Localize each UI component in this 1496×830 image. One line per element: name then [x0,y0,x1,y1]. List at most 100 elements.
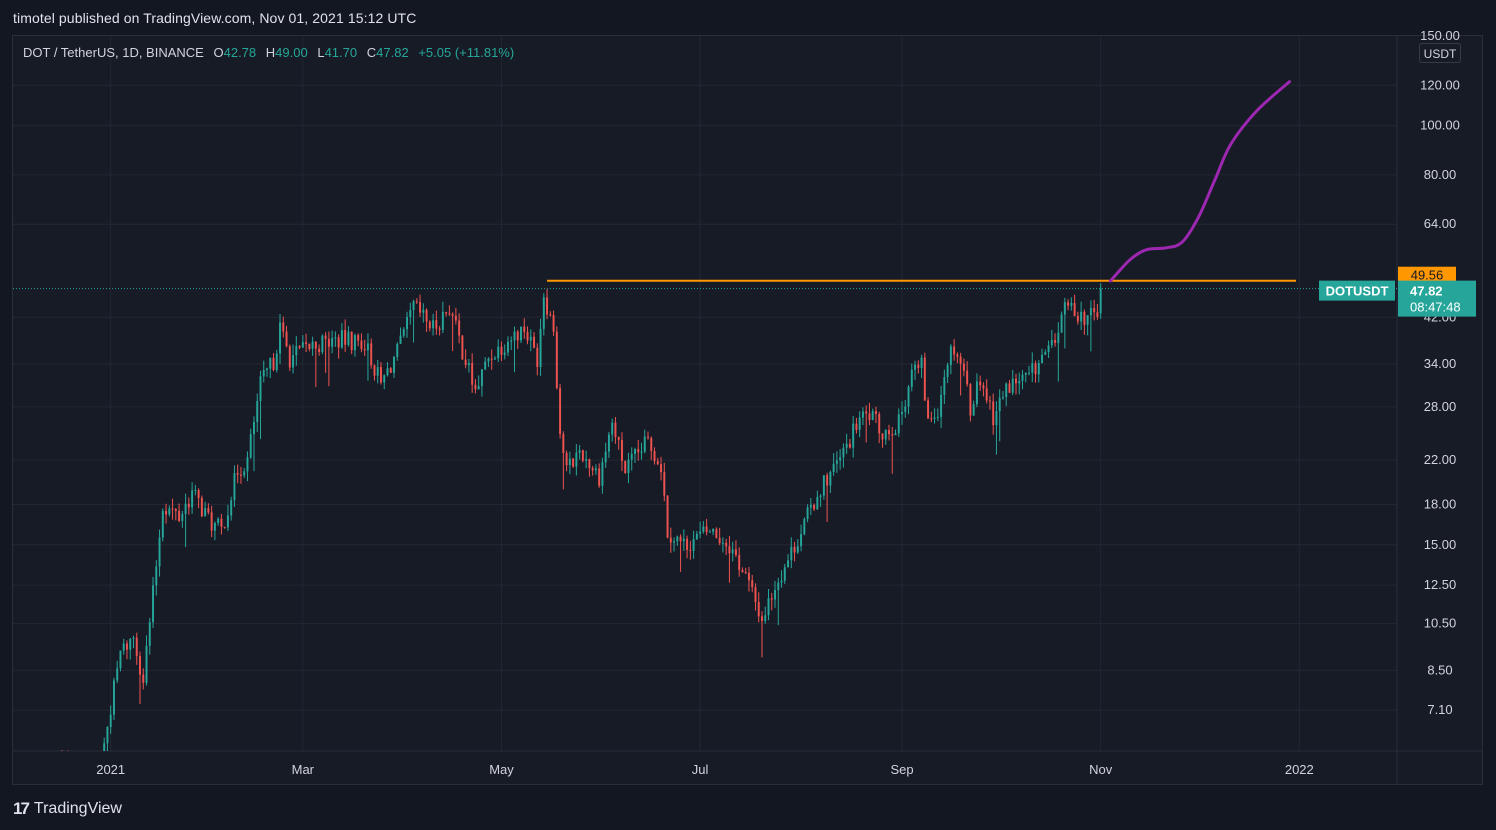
candle-up [184,493,187,548]
candle-body [884,429,887,440]
candle-up [295,336,298,366]
candle-down [139,651,141,704]
candle-down [435,310,438,335]
candle-up [340,322,343,350]
candle-up [940,386,943,429]
candle-body [490,358,493,360]
legend-open-label: O [213,45,224,60]
candle-down [448,305,451,316]
candle-body [949,346,952,366]
candle-down [1034,360,1037,383]
candle-down [324,332,327,373]
candle-down [979,375,982,392]
candle-down [679,534,682,572]
candle-down [282,316,285,338]
candle-up [243,467,246,478]
candle-down [1054,333,1057,347]
candle-body [191,490,194,508]
candle-up [116,660,119,684]
candle-body [340,330,343,348]
tradingview-brand: TradingView [33,800,122,817]
candle-body [249,434,252,458]
candle-down [953,339,956,361]
tradingview-logo[interactable]: 17 TradingView [13,799,122,819]
candle-up [972,400,975,416]
candle-body [982,385,985,389]
candle-body [393,357,395,373]
candle-body [373,365,376,376]
candle-up [1018,372,1021,395]
candle-down [826,472,829,522]
candle-body [607,434,610,452]
candle-body [200,497,203,517]
candle-body [643,436,646,452]
candle-body [861,411,864,418]
candle-down [77,778,79,789]
candle-up [503,344,506,360]
candle-body [754,587,757,603]
candle-down [318,344,321,356]
candle-body [1044,352,1047,355]
y-tick-label: 7.10 [1427,702,1452,717]
candle-body [803,519,806,535]
legend-close-value: 47.82 [376,45,409,60]
symbol-legend: DOT / TetherUS, 1D, BINANCE O42.78 H49.0… [23,45,514,60]
candle-body [422,309,425,313]
candle-down [565,450,568,472]
candle-down [445,311,448,317]
legend-symbol[interactable]: DOT / TetherUS, 1D, BINANCE [23,45,204,60]
candle-down [58,755,60,771]
candle-body [620,439,623,461]
candle-down [744,567,747,575]
candle-body [533,336,536,348]
candle-body [985,388,988,401]
candle-body [747,572,750,581]
candle-down [686,535,689,559]
candle-up [611,418,614,442]
currency-button[interactable]: USDT [1419,43,1461,63]
candle-up [396,342,399,361]
candle-body [396,343,399,358]
candle-body [1015,378,1017,384]
candle-up [1047,340,1050,358]
candle-up [301,335,304,348]
candle-body [158,537,161,567]
publisher-line: timotel published on TradingView.com, No… [13,10,417,26]
candle-body [793,546,796,553]
candle-body [272,357,275,371]
y-tick-label: 150.00 [1420,28,1460,43]
candle-body [93,773,95,780]
candle-body [979,381,982,386]
candle-body [487,358,490,362]
candle-body [279,322,282,354]
candle-down [305,333,308,353]
candle-body [917,364,920,368]
candle-body [881,433,884,440]
candle-body [1001,397,1004,399]
candle-body [461,335,464,360]
candle-body [376,367,379,376]
candle-body [819,495,822,497]
candle-up [852,416,855,458]
candle-down [337,334,340,359]
candle-body [1093,308,1096,313]
candle-down [734,540,737,558]
candle-up [487,357,490,367]
candle-down [171,498,174,520]
candle-up [764,606,767,624]
projection-curve [1108,80,1292,283]
candle-up [721,537,724,553]
candle-body [539,328,542,368]
candle-body [1060,314,1063,333]
candle-body [213,522,216,531]
candle-body [480,369,483,387]
candle-up [383,374,386,390]
candle-down [474,379,477,394]
candle-body [324,335,327,339]
candle-up [480,369,483,397]
candle-up [87,777,89,795]
candle-body [962,363,965,371]
candle-down [653,447,656,465]
candle-body [148,622,151,646]
